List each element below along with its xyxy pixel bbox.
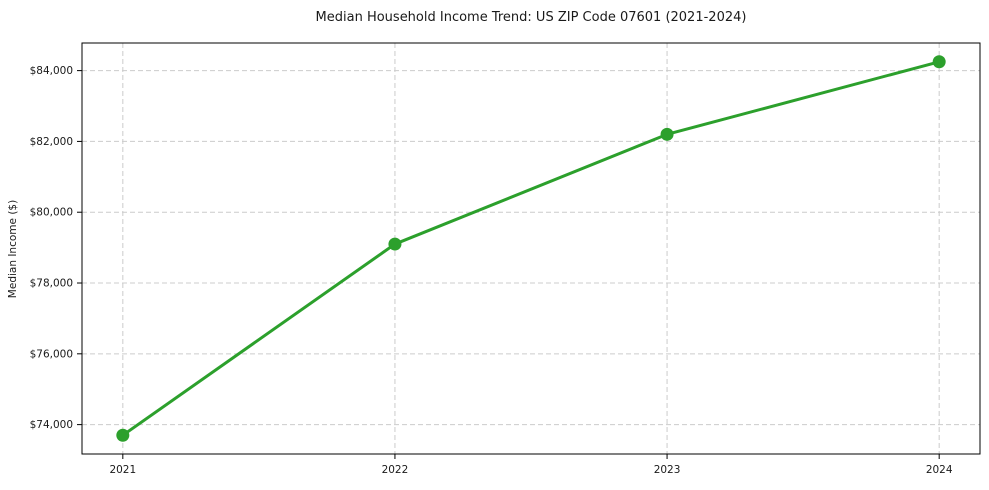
plot-border xyxy=(81,42,981,455)
y-axis-label: Median Income ($) xyxy=(7,200,19,298)
y-tick-label: $78,000 xyxy=(30,278,73,290)
y-tick-label: $80,000 xyxy=(30,207,73,219)
x-tick-label: 2022 xyxy=(382,464,409,476)
data-series xyxy=(116,55,946,442)
trend-line xyxy=(121,60,940,437)
y-tick-label: $82,000 xyxy=(30,136,73,148)
y-tick-label: $76,000 xyxy=(30,348,73,360)
chart-title: Median Household Income Trend: US ZIP Co… xyxy=(316,10,747,25)
x-tick-label: 2024 xyxy=(926,464,953,476)
tick-labels: 2021 2022 2023 2024 $74,000 $76,000 $78,000 $80… xyxy=(30,65,953,476)
y-tick-label: $84,000 xyxy=(30,65,73,77)
data-point xyxy=(660,127,674,141)
data-point xyxy=(388,237,402,251)
x-tick-label: 2021 xyxy=(109,464,136,476)
gridlines xyxy=(82,43,980,454)
x-tick-label: 2023 xyxy=(654,464,681,476)
y-tick-label: $74,000 xyxy=(30,419,73,431)
axes xyxy=(77,42,981,459)
data-point xyxy=(932,55,946,69)
data-point xyxy=(116,428,130,442)
